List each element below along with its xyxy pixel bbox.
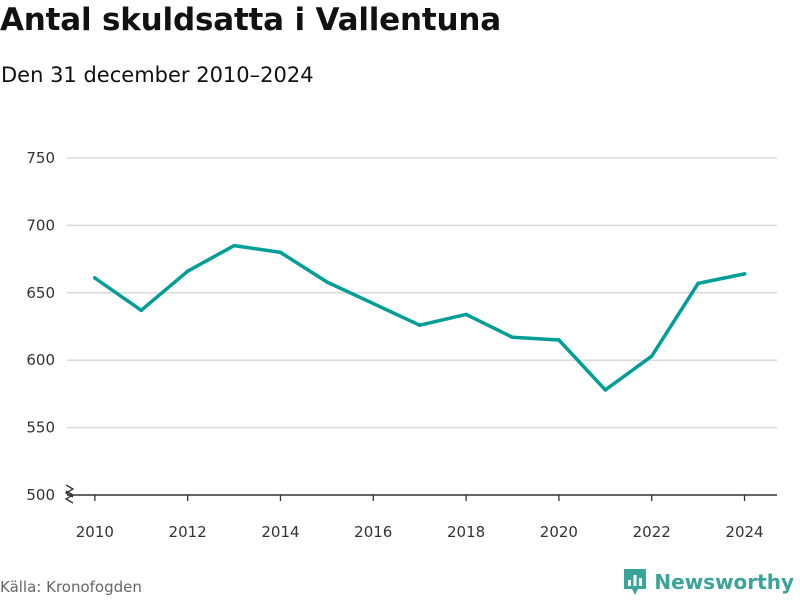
axis-break-icon-2 [64,490,75,504]
data-point-2013 [232,243,236,248]
data-point-2010 [93,276,97,280]
data-point-2011 [139,308,144,313]
line-chart: 500 550 600 650 700 750 2010 2012 2014 2016 2018 20… [26,149,777,541]
newsworthy-logo-icon [624,569,647,595]
data-point-2015 [325,280,329,284]
x-tick-label-2012: 2012 [169,523,207,541]
x-tick-label-2020: 2020 [540,523,578,541]
chart-subtitle: Den 31 december 2010–2024 [1,63,314,87]
axis-break-icon [64,484,75,498]
y-tick-label-500: 500 [26,486,55,504]
x-tick-label-2024: 2024 [725,523,763,541]
x-tick-label-2016: 2016 [354,523,392,541]
data-point-2017 [417,323,422,327]
x-tick-label-2014: 2014 [261,523,299,541]
data-point-2022 [649,354,654,358]
brand-logo: Newsworthy [622,567,794,597]
data-point-2012 [185,269,190,274]
data-point-2023 [696,281,700,286]
source-note: Källa: Kronofogden [0,578,142,596]
x-tick-label-2022: 2022 [633,523,671,541]
chart-title: Antal skuldsatta i Vallentuna [0,2,501,38]
data-point-2018 [464,312,468,317]
data-point-2024 [742,272,747,276]
data-point-2019 [510,335,515,340]
y-tick-label-700: 700 [26,216,55,234]
x-tick-label-2018: 2018 [447,523,485,541]
y-tick-label-750: 750 [26,149,55,167]
data-point-2016 [371,301,376,306]
y-tick-label-650: 650 [26,284,55,302]
series-line-0 [93,243,747,392]
y-tick-label-600: 600 [26,351,55,369]
brand-name: Newsworthy [654,570,794,594]
data-point-2020 [557,338,561,342]
data-point-2014 [278,250,283,255]
x-tick-label-2010: 2010 [76,523,114,541]
data-point-2021 [603,388,608,392]
y-tick-label-550: 550 [26,419,55,437]
